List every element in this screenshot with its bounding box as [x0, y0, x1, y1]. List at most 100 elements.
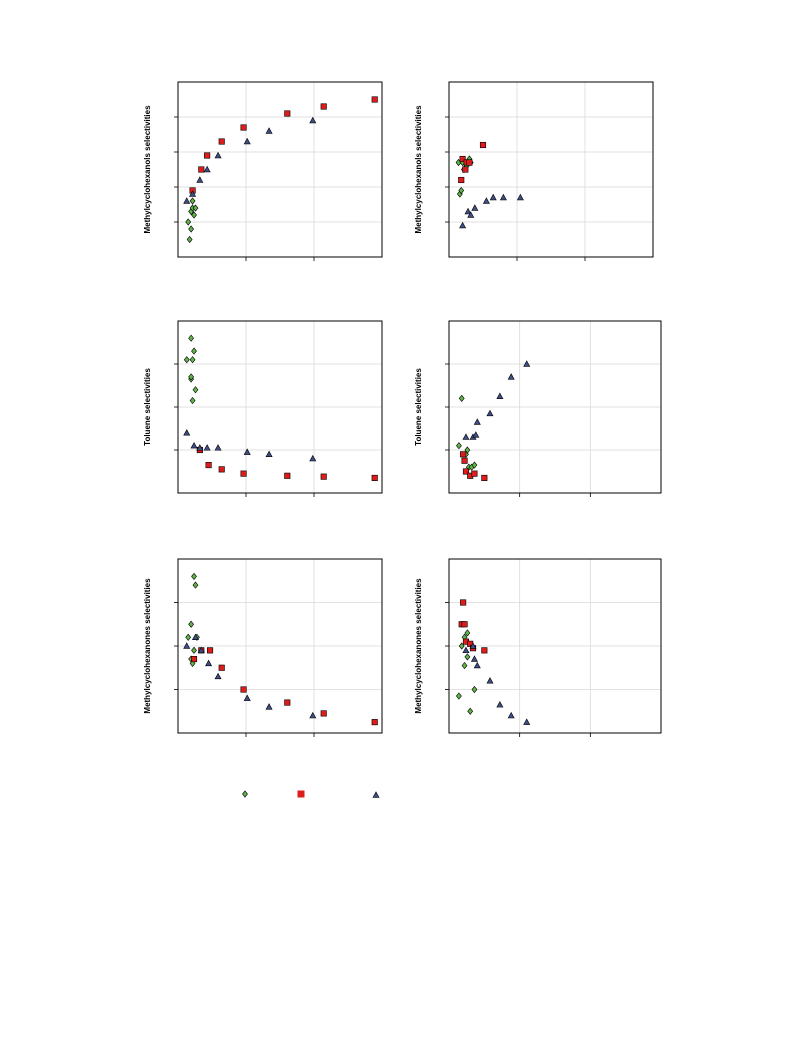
- data-point-triangle: [499, 193, 507, 201]
- data-point-triangle: [516, 193, 524, 201]
- data-point-square: [460, 599, 467, 606]
- data-point-diamond: [191, 347, 197, 355]
- data-point-triangle: [486, 409, 494, 417]
- data-point-triangle: [462, 433, 470, 440]
- plot-frame: [177, 558, 383, 734]
- data-point-triangle: [496, 700, 504, 708]
- series-triangle: [462, 642, 531, 725]
- data-point-triangle: [196, 444, 204, 451]
- data-point-square: [320, 710, 327, 717]
- data-point-diamond: [458, 186, 465, 195]
- data-point-triangle: [309, 711, 317, 719]
- series-square: [189, 96, 378, 194]
- data-point-square: [481, 647, 488, 654]
- data-point-diamond: [185, 633, 192, 641]
- data-point-square: [240, 686, 247, 693]
- data-point-triangle: [459, 221, 467, 229]
- data-point-triangle: [523, 360, 531, 367]
- data-point-triangle: [205, 659, 213, 667]
- data-point-square: [458, 176, 465, 184]
- data-point-square: [460, 451, 467, 458]
- plot-frame: [448, 320, 662, 494]
- data-point-diamond: [471, 461, 478, 469]
- y-axis-label: Toluene selectivities: [414, 368, 423, 446]
- data-point-square: [218, 138, 225, 145]
- data-point-triangle: [486, 677, 494, 684]
- data-point-square: [205, 461, 212, 469]
- scatter-panel-6: Methylcyclohexanones selectivities: [414, 558, 662, 737]
- scatter-panel-1: Methylcyclohexanols selectivities: [143, 81, 383, 261]
- y-axis-label: Methylcyclohexanols selectivities: [143, 105, 152, 234]
- data-point-diamond: [456, 692, 462, 700]
- data-point-triangle: [309, 116, 317, 124]
- data-point-square: [204, 152, 211, 159]
- data-point-triangle: [203, 165, 211, 173]
- data-point-diamond: [185, 218, 192, 226]
- data-point-triangle: [464, 207, 472, 215]
- data-point-diamond: [192, 581, 199, 589]
- data-point-triangle: [470, 655, 478, 662]
- y-axis-label: Toluene selectivities: [143, 368, 152, 446]
- data-point-square: [207, 647, 214, 654]
- data-point-diamond: [189, 659, 196, 667]
- y-axis-label: Methylcyclohexanones selectivities: [143, 578, 152, 714]
- plot-frame: [448, 558, 662, 734]
- data-point-diamond: [188, 373, 194, 381]
- data-point-triangle: [214, 672, 222, 680]
- series-triangle: [183, 633, 317, 719]
- data-point-triangle: [265, 450, 273, 458]
- data-point-square: [371, 96, 378, 103]
- data-point-square: [218, 664, 225, 671]
- data-point-triangle: [189, 190, 197, 197]
- data-point-triangle: [265, 703, 273, 710]
- data-point-triangle: [473, 418, 481, 425]
- data-point-triangle: [523, 718, 531, 725]
- y-axis-label: Methylcyclohexanones selectivities: [414, 578, 423, 714]
- data-point-diamond: [189, 396, 196, 405]
- data-point-diamond: [461, 661, 468, 670]
- legend-marker-triangle: [372, 791, 380, 798]
- data-point-square: [320, 103, 327, 110]
- series-diamond: [185, 572, 200, 667]
- data-point-triangle: [183, 642, 191, 649]
- plot-frame: [177, 320, 383, 494]
- data-point-square: [284, 699, 291, 706]
- data-point-triangle: [191, 633, 199, 641]
- data-point-triangle: [472, 431, 480, 438]
- data-point-square: [371, 719, 378, 726]
- data-point-triangle: [496, 392, 504, 399]
- data-point-triangle: [197, 646, 205, 654]
- data-point-triangle: [309, 454, 317, 462]
- data-point-triangle: [467, 211, 475, 218]
- data-point-diamond: [188, 225, 194, 233]
- data-point-triangle: [214, 151, 222, 159]
- data-point-square: [190, 655, 198, 663]
- series-triangle: [183, 116, 317, 204]
- series-triangle: [459, 193, 524, 229]
- data-point-square: [466, 159, 473, 166]
- data-point-square: [218, 466, 225, 473]
- data-point-triangle: [489, 193, 497, 201]
- data-point-diamond: [458, 394, 465, 402]
- series-square: [196, 446, 378, 482]
- data-point-triangle: [243, 137, 251, 145]
- data-point-diamond: [192, 204, 199, 212]
- y-axis-label: Methylcyclohexanols selectivities: [414, 105, 423, 234]
- data-point-triangle: [183, 429, 191, 436]
- series-diamond: [185, 197, 199, 244]
- scatter-panel-5: Methylcyclohexanones selectivities: [143, 558, 383, 737]
- data-point-square: [198, 166, 205, 173]
- data-point-square: [459, 155, 466, 163]
- data-point-triangle: [471, 204, 479, 211]
- data-point-diamond: [189, 197, 196, 205]
- scatter-panel-4: Toluene selectivities: [414, 320, 662, 497]
- data-point-diamond: [467, 707, 474, 715]
- legend-marker-square: [297, 790, 305, 798]
- legend: [242, 790, 380, 798]
- plot-frame: [448, 81, 654, 258]
- data-point-square: [461, 457, 468, 464]
- data-point-diamond: [191, 211, 197, 219]
- data-point-triangle: [243, 448, 251, 455]
- data-point-square: [320, 473, 327, 480]
